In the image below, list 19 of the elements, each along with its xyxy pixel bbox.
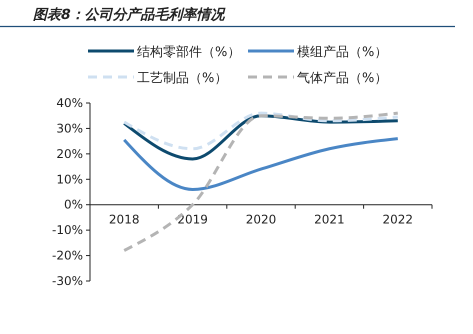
y-tick-label: 0% [64,198,83,212]
y-tick-label: -30% [52,274,83,288]
legend-label: 工艺制品（%） [137,71,228,86]
y-tick-label: 30% [56,121,83,136]
line-series [122,137,400,191]
x-tick-label: 2022 [382,212,414,227]
y-tick-label: 40% [56,96,83,110]
y-tick-label: 20% [56,146,83,161]
y-tick-label: 10% [56,172,83,186]
x-tick-label: 2018 [108,212,140,227]
line-series [122,112,400,150]
y-tick-label: -10% [52,223,83,238]
x-tick-label: 2020 [246,212,276,227]
legend-label: 模组产品（%） [297,45,388,60]
chart-title: 图表8：公司分产品毛利率情况 [33,6,227,23]
y-tick-label: -20% [52,248,83,263]
legend-label: 结构零部件（%） [137,45,240,60]
x-tick-label: 2021 [314,212,345,227]
legend-label: 气体产品（%） [297,71,388,86]
